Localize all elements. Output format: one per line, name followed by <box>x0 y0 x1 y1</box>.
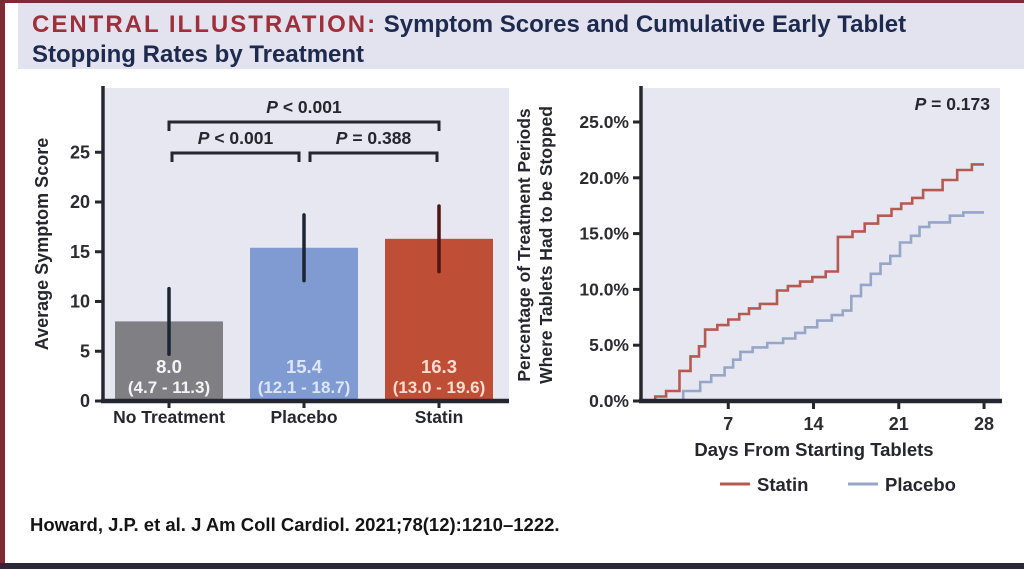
y-tick-label: 0 <box>80 391 90 411</box>
bar-ci-label: (4.7 - 11.3) <box>128 378 210 397</box>
x-category-label: Placebo <box>270 407 337 427</box>
significance-bracket <box>170 151 301 162</box>
x-tick-label: 28 <box>974 414 994 434</box>
y-tick-label: 20 <box>70 192 90 212</box>
symptom-score-bar-chart: 0 5 10 15 20 25 8.0(4.7 - 11.3) No Treatment 15.… <box>32 86 509 427</box>
x-tick-label: 21 <box>889 414 909 434</box>
placebo-step-line <box>643 211 984 403</box>
y-tick-label: 10.0% <box>579 279 629 299</box>
top-border <box>0 0 1024 3</box>
significance-p-label: P = 0.388 <box>336 128 412 148</box>
y-tick-label: 20.0% <box>579 168 629 188</box>
bar-ci-label: (12.1 - 18.7) <box>258 378 351 397</box>
significance-bracket <box>167 120 441 131</box>
y-tick-label: 10 <box>70 292 90 312</box>
y-tick-label: 5 <box>80 341 90 361</box>
central-illustration-label: CENTRAL ILLUSTRATION: <box>32 11 378 38</box>
title-band: CENTRAL ILLUSTRATION: Symptom Scores and… <box>18 3 1024 69</box>
significance-p-label: P < 0.001 <box>266 97 342 117</box>
y-axis-title-line2: Where Tablets Had to be Stopped <box>536 106 556 384</box>
y-tick-label: 15 <box>70 242 90 262</box>
statin-step-line <box>643 163 984 403</box>
bar-value-label: 8.0 <box>156 356 182 377</box>
left-border <box>0 0 5 569</box>
citation: Howard, J.P. et al. J Am Coll Cardiol. 2… <box>30 514 560 535</box>
figure-title-text: Symptom Scores and Cumulative Early Tabl… <box>32 11 907 68</box>
placebo-legend-label: Placebo <box>885 474 956 495</box>
statin-legend-label: Statin <box>757 474 808 495</box>
y-tick-label: 5.0% <box>589 335 629 355</box>
x-category-label: Statin <box>415 407 464 427</box>
y-tick-label: 25 <box>70 142 90 162</box>
bar-ci-label: (13.0 - 19.6) <box>393 378 486 397</box>
step-chart-p-label: P = 0.173 <box>915 94 991 114</box>
y-tick-label: 15.0% <box>579 224 629 244</box>
bar-value-label: 15.4 <box>286 356 323 377</box>
x-tick-label: 14 <box>804 414 824 434</box>
y-axis-title-line1: Percentage of Treatment Periods <box>514 108 534 382</box>
stopping-rate-step-chart: 0.0% 5.0% 10.0% 15.0% 20.0% 25.0% 7 14 21 28 P = 0… <box>514 86 1002 495</box>
y-axis-title: Average Symptom Score <box>32 138 52 350</box>
x-tick-label: 7 <box>723 414 733 434</box>
x-category-label: No Treatment <box>113 407 225 427</box>
y-tick-label: 0.0% <box>589 391 629 411</box>
figure-title: CENTRAL ILLUSTRATION: Symptom Scores and… <box>32 10 997 70</box>
significance-p-label: P < 0.001 <box>198 128 274 148</box>
x-axis-title: Days From Starting Tablets <box>694 439 933 460</box>
significance-bracket <box>308 151 439 162</box>
y-tick-label: 25.0% <box>579 112 629 132</box>
step-plot-area <box>643 88 1000 401</box>
bar-value-label: 16.3 <box>421 356 457 377</box>
bottom-border <box>0 563 1024 569</box>
